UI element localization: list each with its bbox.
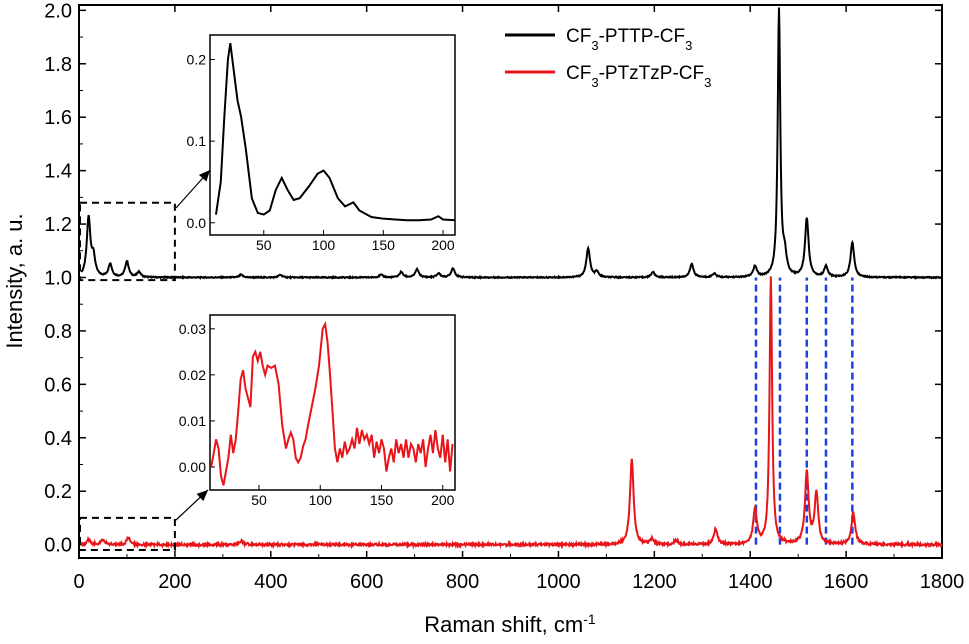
inset-x-tick-label: 200 [431,237,455,253]
x-axis-label: Raman shift, cm-1 [424,611,596,637]
series-line-1 [80,276,943,550]
y-tick-label: 1.4 [44,161,72,183]
inset-y-tick-label: 0.03 [179,321,206,337]
inset-red: 50 100 150 200 0.00 0.01 0.02 0.03 [175,314,456,521]
zoom-box [79,516,176,551]
y-tick-label: 2.0 [44,0,72,22]
y-tick-label: 1.6 [44,107,72,129]
x-tick-label: 400 [254,571,287,593]
x-tick-label: 0 [73,571,84,593]
inset-x-tick-label: 150 [372,237,396,253]
main-plot-content: 0 200 400 600 800 1000 1200 1400 1600 1800 0.0 0.2 0… [44,0,964,593]
x-tick-label: 1400 [728,571,773,593]
inset-y-tick-label: 0.0 [187,215,207,231]
x-tick-label: 1800 [920,571,965,593]
y-tick-label: 0.8 [44,321,72,343]
inset-arrow-head [198,170,210,182]
inset-background [209,34,456,236]
y-tick-label: 1.8 [44,54,72,76]
y-tick-label: 1.0 [44,267,72,289]
y-tick-label: 0.0 [44,535,72,557]
inset-x-tick-label: 200 [431,492,455,508]
inset-series-line [210,320,454,486]
inset-arrow-head [196,490,208,502]
y-tick-label: 1.2 [44,214,72,236]
zoom-box [79,201,176,282]
inset-y-tick-label: 0.2 [187,51,207,67]
inset-x-tick-label: 50 [256,237,272,253]
inset-y-tick-label: 0.1 [187,133,207,149]
inset-y-tick-label: 0.01 [179,413,206,429]
inset-x-tick-label: 100 [312,237,336,253]
inset-x-tick-label: 150 [370,492,394,508]
inset-x-tick-label: 100 [309,492,333,508]
inset-y-tick-label: 0.02 [179,367,206,383]
x-tick-label: 600 [350,571,383,593]
legend-label-pttp: CF3-PTTP-CF3 [566,26,692,53]
plot-frame [78,4,943,559]
x-tick-label: 1600 [824,571,869,593]
y-tick-label: 0.2 [44,481,72,503]
inset-y-tick-label: 0.00 [179,459,206,475]
legend-label-ptztzp: CF3-PTzTzP-CF3 [566,63,711,90]
inset-black: 50 100 150 200 0.0 0.1 0.2 [175,34,456,253]
series-line-0 [80,7,943,281]
legend: CF3-PTTP-CF3 CF3-PTzTzP-CF3 [505,26,711,90]
y-tick-label: 0.6 [44,374,72,396]
x-tick-label: 800 [446,571,479,593]
y-tick-label: 0.4 [44,428,72,450]
x-tick-label: 1000 [536,571,581,593]
inset-series-line [214,43,456,222]
y-axis-label: Intensity, a. u. [2,213,27,348]
inset-x-tick-label: 50 [251,492,267,508]
x-tick-label: 1200 [632,571,677,593]
x-tick-label: 200 [158,571,191,593]
